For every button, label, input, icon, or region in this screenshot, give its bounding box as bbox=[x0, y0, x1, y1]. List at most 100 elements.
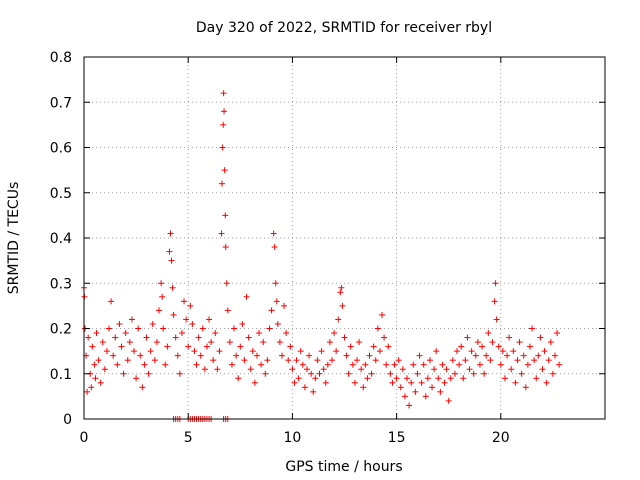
data-point bbox=[316, 370, 323, 377]
data-point bbox=[201, 366, 208, 373]
data-point bbox=[187, 302, 194, 309]
data-point bbox=[222, 212, 229, 219]
data-point bbox=[128, 316, 135, 323]
data-point bbox=[160, 325, 167, 332]
data-point bbox=[139, 384, 146, 391]
data-point bbox=[235, 375, 242, 382]
data-point bbox=[551, 352, 558, 359]
data-point bbox=[462, 357, 469, 364]
data-point bbox=[338, 284, 345, 291]
data-point bbox=[221, 108, 228, 115]
data-point bbox=[214, 366, 221, 373]
data-point bbox=[349, 361, 356, 368]
data-point bbox=[531, 357, 538, 364]
data-point bbox=[351, 379, 358, 386]
data-point bbox=[512, 379, 519, 386]
data-point bbox=[379, 311, 386, 318]
data-point bbox=[449, 357, 456, 364]
data-point bbox=[472, 352, 479, 359]
data-point bbox=[354, 357, 361, 364]
data-point bbox=[362, 361, 369, 368]
data-point bbox=[118, 343, 125, 350]
data-point bbox=[314, 357, 321, 364]
data-point bbox=[116, 320, 123, 327]
data-point bbox=[495, 343, 502, 350]
data-point bbox=[260, 339, 267, 346]
data-point bbox=[414, 370, 421, 377]
data-point bbox=[273, 298, 280, 305]
data-point bbox=[93, 330, 100, 337]
data-point bbox=[91, 361, 98, 368]
data-point bbox=[197, 352, 204, 359]
data-point bbox=[112, 334, 119, 341]
data-point bbox=[195, 334, 202, 341]
data-point bbox=[426, 357, 433, 364]
data-point bbox=[223, 280, 230, 287]
data-point bbox=[341, 334, 348, 341]
data-point bbox=[556, 361, 563, 368]
data-point bbox=[447, 375, 454, 382]
data-point bbox=[220, 121, 227, 128]
data-point bbox=[85, 334, 92, 341]
data-point bbox=[397, 384, 404, 391]
data-point bbox=[241, 357, 248, 364]
data-point bbox=[170, 311, 177, 318]
y-tick-label: 0.6 bbox=[50, 141, 72, 157]
data-point bbox=[499, 348, 506, 355]
data-point bbox=[219, 144, 226, 151]
data-point bbox=[103, 348, 110, 355]
data-point bbox=[159, 293, 166, 300]
y-tick-label: 0.1 bbox=[50, 367, 72, 383]
data-point bbox=[245, 334, 252, 341]
data-point bbox=[481, 370, 488, 377]
data-point bbox=[451, 370, 458, 377]
data-point bbox=[366, 352, 373, 359]
data-point bbox=[306, 352, 313, 359]
data-point bbox=[126, 339, 133, 346]
data-point bbox=[224, 307, 231, 314]
data-point bbox=[289, 366, 296, 373]
data-point bbox=[374, 325, 381, 332]
data-point bbox=[226, 339, 233, 346]
data-point bbox=[149, 320, 156, 327]
data-point bbox=[514, 357, 521, 364]
data-point bbox=[106, 325, 113, 332]
data-point bbox=[216, 348, 223, 355]
data-point bbox=[456, 361, 463, 368]
data-point bbox=[547, 339, 554, 346]
data-point bbox=[264, 357, 271, 364]
data-point bbox=[308, 370, 315, 377]
data-point bbox=[381, 334, 388, 341]
data-point bbox=[256, 330, 263, 337]
data-point bbox=[333, 348, 340, 355]
data-point bbox=[108, 298, 115, 305]
data-point bbox=[253, 352, 260, 359]
data-point bbox=[364, 375, 371, 382]
data-point bbox=[318, 348, 325, 355]
y-tick-label: 0.5 bbox=[50, 186, 72, 202]
data-point bbox=[491, 298, 498, 305]
data-point bbox=[474, 339, 481, 346]
data-point bbox=[487, 357, 494, 364]
data-point bbox=[416, 352, 423, 359]
data-point bbox=[445, 397, 452, 404]
data-point bbox=[193, 361, 200, 368]
y-tick-label: 0 bbox=[63, 412, 72, 428]
data-point bbox=[339, 302, 346, 309]
data-point bbox=[303, 366, 310, 373]
data-point bbox=[524, 361, 531, 368]
data-point bbox=[143, 334, 150, 341]
data-point bbox=[470, 370, 477, 377]
data-point bbox=[408, 379, 415, 386]
data-point bbox=[385, 343, 392, 350]
data-point bbox=[322, 379, 329, 386]
data-point bbox=[518, 370, 525, 377]
data-point bbox=[221, 167, 228, 174]
data-point bbox=[174, 352, 181, 359]
data-point bbox=[293, 357, 300, 364]
data-point bbox=[135, 325, 142, 332]
data-point bbox=[231, 325, 238, 332]
data-point bbox=[506, 334, 513, 341]
data-point bbox=[410, 361, 417, 368]
data-point bbox=[554, 330, 561, 337]
